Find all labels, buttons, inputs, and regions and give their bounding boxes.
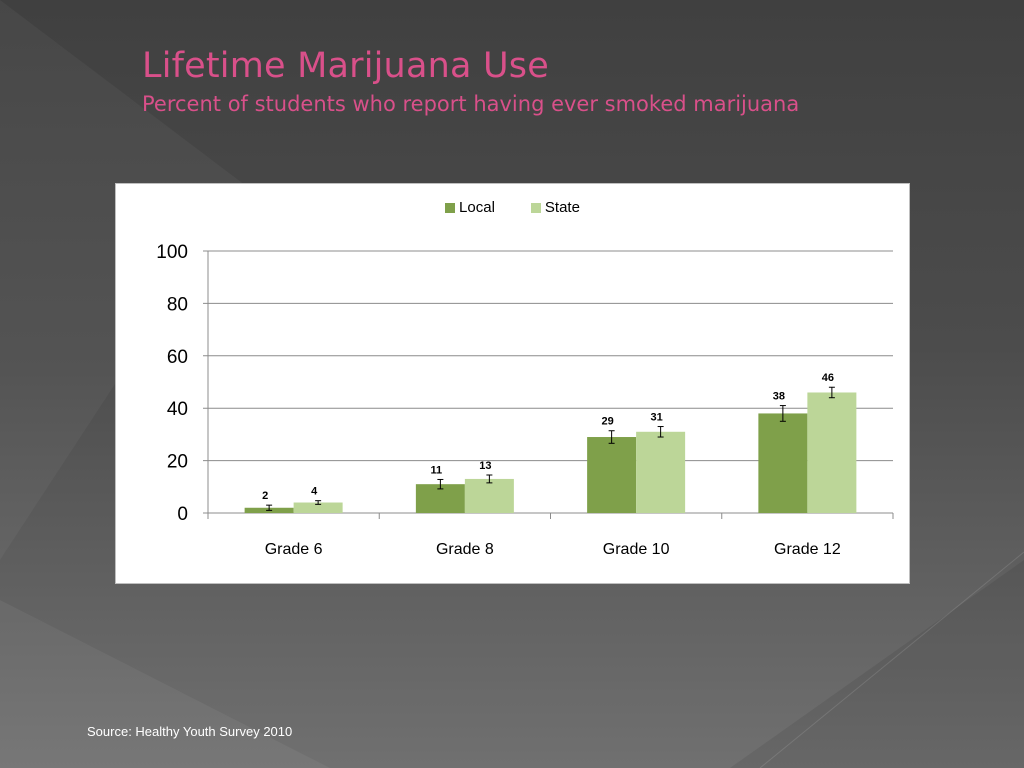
bar-chart: 0 20 40 60 80 100 2 4 Grade 6 11 13 Grade 8 29 31 Grad… — [156, 242, 894, 558]
bar-state — [807, 392, 857, 513]
x-tick-label: Grade 8 — [436, 541, 494, 558]
data-label: 2 — [262, 490, 268, 502]
y-tick-label: 20 — [167, 452, 188, 473]
y-tick-label: 80 — [167, 294, 188, 315]
y-tick-label: 0 — [177, 504, 188, 525]
legend-swatch-state — [530, 202, 541, 213]
legend-label-state: State — [544, 199, 580, 216]
data-label: 11 — [431, 464, 443, 476]
bar-state — [636, 431, 686, 513]
bar-local — [587, 437, 637, 513]
background-shape — [730, 560, 1024, 768]
y-tick-label: 60 — [167, 347, 188, 368]
data-label: 4 — [311, 486, 318, 498]
source-note: Source: Healthy Youth Survey 2010 — [87, 724, 293, 739]
data-label: 38 — [773, 391, 785, 403]
y-tick-label: 40 — [167, 399, 188, 420]
data-label: 31 — [651, 412, 663, 424]
bar-state — [293, 502, 343, 513]
bar-state — [464, 478, 514, 513]
data-label: 29 — [602, 416, 614, 428]
chart-legend: Local State — [116, 199, 909, 216]
background-line — [759, 551, 1024, 768]
x-tick-label: Grade 10 — [603, 541, 670, 558]
legend-swatch-local — [445, 202, 456, 213]
y-tick-label: 100 — [156, 242, 188, 263]
slide-title: Lifetime Marijuana Use — [142, 46, 549, 86]
legend-item-local: Local — [445, 199, 495, 216]
data-label: 46 — [822, 372, 834, 384]
legend-label-local: Local — [459, 199, 495, 216]
data-label: 13 — [479, 460, 491, 472]
legend-item-state: State — [530, 199, 580, 216]
x-tick-label: Grade 12 — [774, 541, 841, 558]
x-tick-label: Grade 6 — [265, 541, 323, 558]
chart-panel: Local State 0 20 40 60 80 100 2 4 Grade 6 11 13 Gra… — [115, 183, 910, 584]
background-shape — [0, 600, 330, 768]
bar-local — [758, 413, 808, 513]
slide-subtitle: Percent of students who report having ev… — [142, 92, 800, 116]
